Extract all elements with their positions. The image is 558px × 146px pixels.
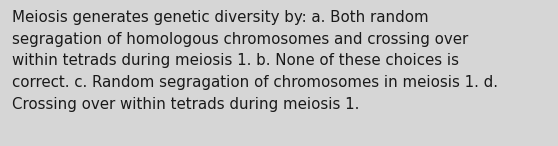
Text: Meiosis generates genetic diversity by: a. Both random
segragation of homologous: Meiosis generates genetic diversity by: … — [12, 10, 498, 112]
